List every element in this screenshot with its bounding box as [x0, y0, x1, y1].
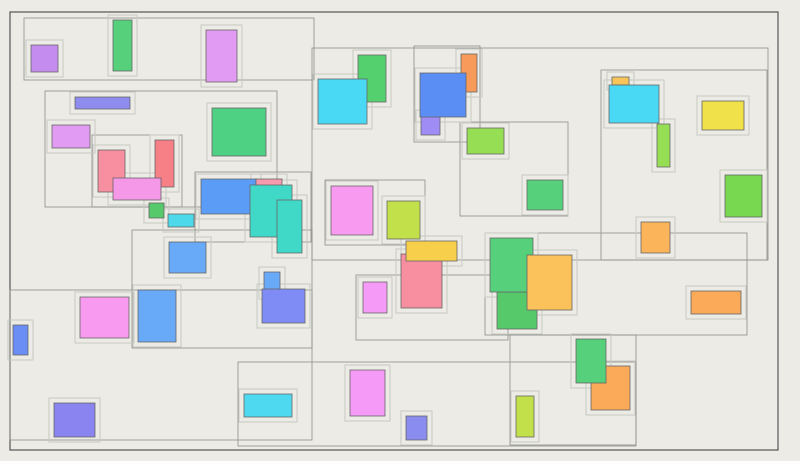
- block: [349, 369, 386, 417]
- block: [515, 395, 535, 438]
- block: [167, 213, 195, 228]
- block-halo: [325, 180, 379, 241]
- block-halo: [163, 236, 212, 279]
- block: [405, 240, 458, 262]
- layout-box: [413, 45, 481, 143]
- block: [12, 324, 29, 356]
- blocks: [12, 19, 763, 441]
- block: [608, 84, 660, 124]
- block: [526, 179, 564, 211]
- block-halo: [719, 169, 768, 223]
- block: [466, 127, 505, 155]
- block: [53, 402, 96, 438]
- block-halo: [357, 276, 393, 319]
- block-halo: [162, 208, 200, 233]
- block-halo: [69, 91, 136, 115]
- block-halo: [206, 102, 272, 162]
- block: [148, 202, 165, 219]
- block: [405, 415, 428, 441]
- block-halo: [256, 283, 311, 329]
- block: [211, 107, 267, 157]
- layout-box: [131, 229, 313, 349]
- block-halo: [510, 390, 540, 443]
- block-halo: [238, 388, 298, 423]
- layout-box: [600, 69, 768, 261]
- block: [690, 290, 742, 315]
- block: [154, 139, 175, 188]
- block-halo: [25, 39, 64, 78]
- block-halo: [48, 397, 101, 443]
- frame: [9, 11, 779, 451]
- block: [400, 253, 443, 309]
- block-halo: [651, 118, 676, 173]
- block-halo: [149, 134, 180, 193]
- layout-box: [509, 334, 637, 446]
- block: [276, 199, 303, 254]
- block: [386, 200, 421, 240]
- block-halo: [461, 122, 510, 160]
- block: [656, 123, 671, 168]
- block-halo: [46, 119, 96, 154]
- block: [261, 288, 306, 324]
- block-halo: [381, 195, 426, 245]
- block-halo: [132, 284, 182, 348]
- block-halo: [400, 410, 433, 446]
- block: [362, 281, 388, 314]
- block: [243, 393, 293, 418]
- block-halo: [107, 14, 138, 77]
- block: [575, 338, 607, 384]
- block: [205, 29, 238, 83]
- block-halo: [344, 364, 391, 422]
- block: [30, 44, 59, 73]
- block: [489, 237, 534, 293]
- block: [112, 177, 162, 201]
- block-halo: [696, 95, 750, 136]
- block: [168, 241, 207, 274]
- block: [640, 221, 671, 254]
- block: [51, 124, 91, 149]
- block-halo: [521, 174, 569, 216]
- block: [317, 78, 368, 125]
- layout-box: [459, 121, 569, 217]
- block: [420, 114, 441, 136]
- block: [137, 289, 177, 343]
- block: [79, 296, 130, 339]
- block: [74, 96, 131, 110]
- block-halo: [635, 216, 676, 259]
- block-halo: [685, 285, 747, 320]
- block: [611, 76, 630, 86]
- block-halo: [7, 319, 34, 361]
- block-halo: [414, 67, 472, 123]
- layout-box: [91, 134, 183, 208]
- block-halo: [603, 79, 665, 129]
- block: [724, 174, 763, 218]
- layout-box: [23, 17, 315, 81]
- block-halo: [200, 24, 243, 88]
- block-halo: [74, 291, 135, 344]
- block: [330, 185, 374, 236]
- block: [200, 178, 257, 215]
- block-halo: [92, 144, 131, 198]
- block: [112, 19, 133, 72]
- block: [701, 100, 745, 131]
- block: [526, 254, 573, 311]
- block: [419, 72, 467, 118]
